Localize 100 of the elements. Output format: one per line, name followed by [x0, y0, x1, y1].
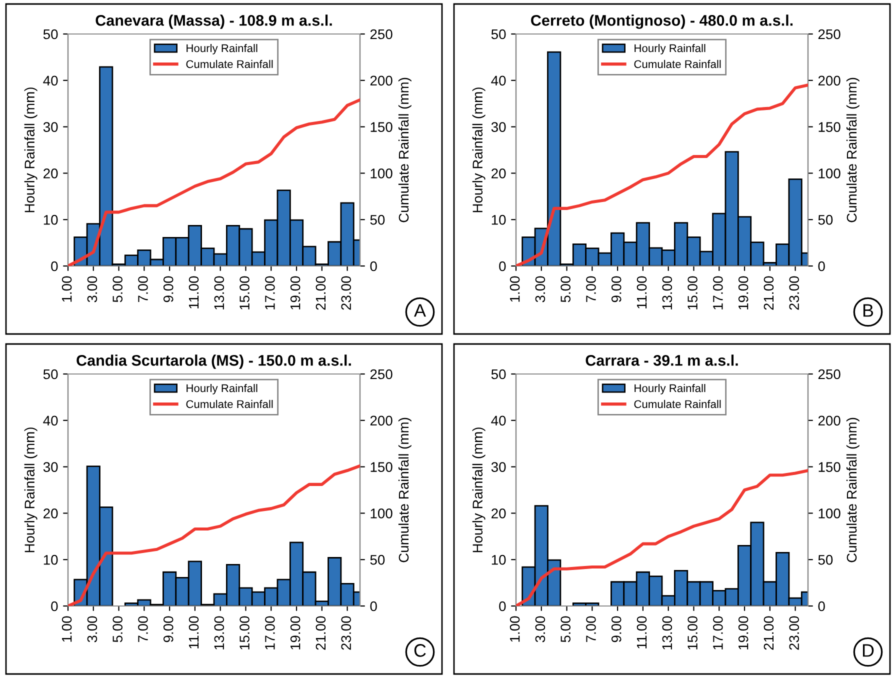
x-tick-label: 9.00 — [163, 616, 174, 642]
y-tick-label: 40 — [491, 76, 506, 86]
x-tick-label: 7.00 — [586, 276, 596, 302]
legend-label: Hourly Rainfall — [186, 44, 258, 54]
y-tick-label: 40 — [43, 416, 58, 426]
x-tick-label: 1.00 — [62, 276, 72, 302]
y-tick-label: 50 — [491, 29, 506, 40]
x-tick-label: 11.00 — [636, 276, 647, 308]
x-tick-label: 21.00 — [316, 616, 326, 650]
x-tick-label: 15.00 — [240, 276, 250, 310]
y-tick-label: 20 — [492, 168, 506, 178]
y2-tick-label: 50 — [370, 214, 385, 225]
x-tick-label: 1.00 — [510, 276, 520, 302]
x-tick-label: 21.00 — [764, 276, 774, 310]
y-axis-title: Hourly Rainfall (mm) — [472, 428, 486, 552]
y-tick-label: 50 — [491, 369, 506, 380]
y-tick-label: 30 — [491, 462, 506, 472]
y-tick-label: 10 — [492, 554, 506, 565]
y-tick-label: 20 — [492, 508, 506, 518]
y2-tick-label: 50 — [370, 554, 385, 565]
x-tick-label: 23.00 — [341, 616, 352, 650]
y2-tick-label: 100 — [370, 168, 392, 178]
y2-tick-label: 200 — [818, 416, 840, 426]
y-axis-title: Hourly Rainfall (mm) — [24, 428, 38, 552]
y2-tick-label: 250 — [370, 29, 392, 40]
x-tick-label: 21.00 — [316, 276, 326, 310]
x-tick-label: 3.00 — [535, 276, 546, 302]
text: B — [863, 304, 874, 317]
x-tick-label: 5.00 — [112, 276, 123, 302]
legend-label: Cumulate Rainfall — [634, 60, 721, 68]
y2-tick-label: 0 — [370, 601, 377, 612]
y2-tick-label: 150 — [818, 122, 840, 132]
x-tick-label: 5.00 — [560, 616, 571, 642]
x-tick-label: 23.00 — [789, 616, 800, 650]
x-tick-label: 9.00 — [611, 616, 622, 642]
x-tick-label: 3.00 — [87, 276, 98, 302]
legend-label: Cumulate Rainfall — [186, 400, 273, 408]
y2-axis-title: Cumulate Rainfall (mm) — [846, 78, 860, 222]
x-tick-label: 13.00 — [662, 276, 672, 310]
x-tick-label: 11.00 — [636, 616, 647, 648]
y-tick-label: 30 — [43, 122, 58, 132]
y2-tick-label: 200 — [370, 76, 392, 86]
x-tick-label: 21.00 — [764, 616, 774, 650]
y2-tick-label: 100 — [818, 168, 840, 178]
x-tick-label: 17.00 — [265, 276, 275, 310]
y-tick-label: 0 — [51, 261, 58, 272]
x-tick-label: 19.00 — [738, 276, 748, 310]
y-tick-label: 50 — [43, 369, 58, 380]
x-tick-label: 19.00 — [290, 616, 300, 650]
y-tick-label: 0 — [51, 601, 58, 612]
y2-tick-label: 250 — [818, 369, 840, 380]
y-tick-label: 40 — [43, 76, 58, 86]
y2-tick-label: 150 — [370, 462, 392, 472]
x-tick-label: 15.00 — [240, 616, 250, 650]
y2-axis-title: Cumulate Rainfall (mm) — [846, 418, 860, 562]
x-tick-label: 11.00 — [188, 616, 199, 648]
x-tick-label: 19.00 — [290, 276, 300, 310]
chart-title: Canevara (Massa) - 108.9 m a.s.l. — [96, 14, 332, 29]
x-tick-label: 23.00 — [341, 276, 352, 310]
x-tick-label: 15.00 — [688, 616, 698, 650]
x-tick-label: 17.00 — [265, 616, 275, 650]
legend-label: Cumulate Rainfall — [634, 400, 721, 408]
y2-axis-title: Cumulate Rainfall (mm) — [398, 418, 412, 562]
text: D — [862, 644, 874, 657]
x-tick-label: 23.00 — [789, 276, 800, 310]
y-tick-label: 40 — [491, 416, 506, 426]
legend-label: Hourly Rainfall — [186, 384, 258, 394]
y-tick-label: 30 — [43, 462, 58, 472]
y-tick-label: 20 — [44, 508, 58, 518]
y2-tick-label: 200 — [818, 76, 840, 86]
legend-label: Hourly Rainfall — [634, 384, 706, 394]
y2-tick-label: 0 — [818, 601, 825, 612]
y-tick-label: 10 — [492, 214, 506, 225]
y2-tick-label: 100 — [370, 508, 392, 518]
x-tick-label: 13.00 — [662, 616, 672, 650]
y2-tick-label: 0 — [370, 261, 377, 272]
x-tick-label: 5.00 — [112, 616, 123, 642]
x-tick-label: 5.00 — [560, 276, 571, 302]
y-axis-title: Hourly Rainfall (mm) — [472, 88, 486, 212]
x-tick-label: 9.00 — [163, 276, 174, 302]
y-tick-label: 30 — [491, 122, 506, 132]
y2-tick-label: 250 — [370, 369, 392, 380]
x-tick-label: 3.00 — [87, 616, 98, 642]
y2-tick-label: 100 — [818, 508, 840, 518]
x-tick-label: 7.00 — [138, 276, 148, 302]
legend-label: Cumulate Rainfall — [186, 60, 273, 68]
x-tick-label: 1.00 — [62, 616, 72, 642]
x-tick-label: 3.00 — [535, 616, 546, 642]
y-tick-label: 20 — [44, 168, 58, 178]
y-tick-label: 50 — [43, 29, 58, 40]
text: A — [414, 304, 426, 317]
x-tick-label: 17.00 — [713, 616, 723, 650]
y2-tick-label: 150 — [818, 462, 840, 472]
text: C — [414, 644, 426, 657]
y2-tick-label: 200 — [370, 416, 392, 426]
legend-label: Hourly Rainfall — [634, 44, 706, 54]
y2-tick-label: 50 — [818, 554, 833, 565]
chart-title: Carrara - 39.1 m a.s.l. — [586, 354, 738, 366]
x-tick-label: 13.00 — [214, 616, 224, 650]
y2-tick-label: 150 — [370, 122, 392, 132]
